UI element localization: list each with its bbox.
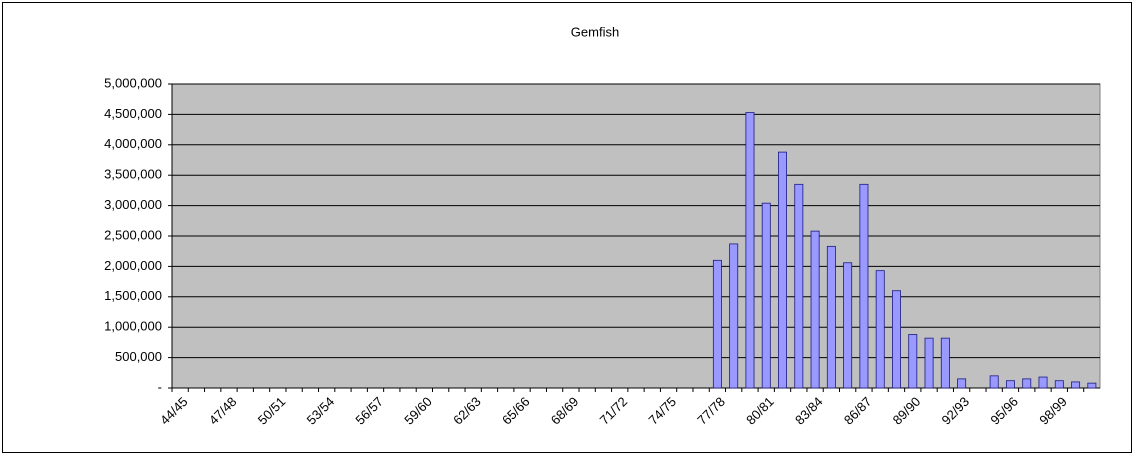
y-tick-label: 500,000 [115,349,162,364]
bar [892,290,901,389]
y-tick-label: 4,000,000 [104,136,162,151]
bar [1071,381,1081,389]
y-tick-label: - [158,379,162,394]
y-tick-label: 1,000,000 [104,319,162,334]
bar [826,245,836,389]
bar [794,183,804,389]
y-tick-label: 2,000,000 [104,258,162,273]
y-tick-label: 1,500,000 [104,288,162,303]
y-tick-label: 3,500,000 [104,167,162,182]
bar [908,334,918,389]
bar [924,337,934,389]
bar [778,151,787,389]
bar [875,270,885,389]
y-tick-label: 4,500,000 [104,106,162,121]
bar [1054,380,1064,389]
bar [843,262,853,389]
bar [989,375,999,389]
y-tick-label: 2,500,000 [104,227,162,242]
bar [745,112,755,389]
bar [1022,378,1032,389]
bar [1087,382,1097,389]
bar [761,202,771,389]
chart-title: Gemfish [571,24,619,39]
y-tick-label: 5,000,000 [104,75,162,90]
bar [810,230,820,389]
bar [712,259,722,389]
bar [859,183,869,389]
bar [957,378,967,389]
bar [1005,380,1015,389]
y-tick-label: 3,000,000 [104,197,162,212]
bar [940,337,950,389]
bar [729,243,739,389]
bar [1038,376,1048,389]
